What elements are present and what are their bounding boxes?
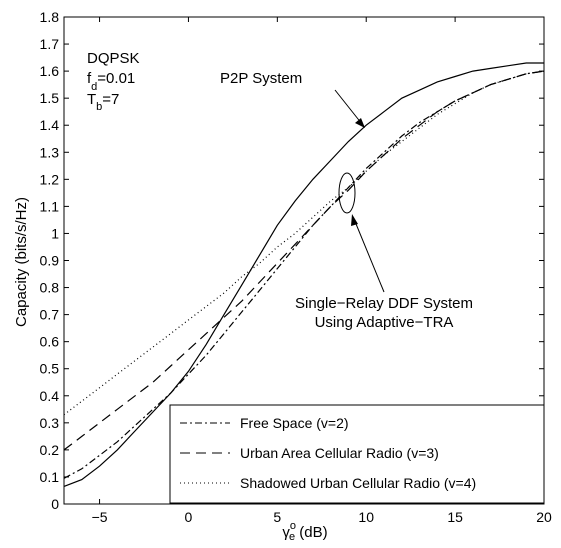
y-tick-label: 0.6 xyxy=(40,334,60,350)
annotation-p2p-arrow xyxy=(334,89,365,128)
y-tick-label: 0.4 xyxy=(40,388,60,404)
x-tick-label: 0 xyxy=(185,509,193,525)
series-line-p2p xyxy=(63,62,544,487)
y-tick-label: 0.2 xyxy=(40,442,60,458)
y-tick-label: 1.7 xyxy=(40,36,60,52)
y-tick-label: 0.3 xyxy=(40,415,60,431)
y-tick-label: 0.1 xyxy=(40,469,60,485)
legend-label-shadowed: Shadowed Urban Cellular Radio (v=4) xyxy=(240,475,476,491)
annotation-p2p: P2P System xyxy=(220,70,302,87)
legend-label-free-space: Free Space (v=2) xyxy=(240,415,349,431)
y-tick-label: 0.8 xyxy=(40,280,60,296)
y-tick-label: 1.5 xyxy=(40,90,60,106)
param-block-length: Tb=7 xyxy=(87,91,119,113)
annotation-ddf-line2: Using Adaptive−TRA xyxy=(315,314,454,331)
annotation-ddf-line1: Single−Relay DDF System xyxy=(295,295,473,312)
param-doppler: fd=0.01 xyxy=(87,70,135,93)
series-line-urban xyxy=(63,70,545,451)
y-tick-label: 1.6 xyxy=(40,63,60,79)
y-tick-label: 1.2 xyxy=(40,171,60,187)
x-tick-label: −5 xyxy=(92,509,108,525)
y-tick-label: 0.9 xyxy=(40,253,60,269)
plot-frame xyxy=(63,16,545,505)
x-tick-label: 15 xyxy=(447,509,463,525)
axes: −5 0 5 10 15 20 0 0.1 0.2 0.3 0.4 0.5 0.6 0.7 0.8 0.9 1 1… xyxy=(40,9,552,525)
x-tick-label: 10 xyxy=(358,509,374,525)
legend-label-urban: Urban Area Cellular Radio (v=3) xyxy=(240,445,439,461)
series-layer xyxy=(63,62,545,487)
y-axis-title: Capacity (bits/s/Hz) xyxy=(13,197,30,327)
y-tick-label: 0 xyxy=(51,496,59,512)
legend: Free Space (v=2) Urban Area Cellular Rad… xyxy=(169,404,545,504)
y-tick-label: 1 xyxy=(51,225,59,241)
y-tick-label: 0.5 xyxy=(40,361,60,377)
y-tick-label: 0.7 xyxy=(40,307,60,323)
annotation-ddf-marker xyxy=(338,172,385,293)
x-tick-label: 20 xyxy=(536,509,552,525)
y-tick-label: 1.8 xyxy=(40,9,60,25)
x-axis-title: γo e (dB) xyxy=(282,520,327,543)
y-tick-label: 1.1 xyxy=(40,198,60,214)
legend-box xyxy=(169,404,545,504)
param-modulation: DQPSK xyxy=(87,50,140,67)
x-tick-label: 5 xyxy=(273,509,281,525)
y-tick-label: 1.3 xyxy=(40,144,60,160)
series-line-shadowed xyxy=(63,70,545,416)
y-tick-label: 1.4 xyxy=(40,117,60,133)
